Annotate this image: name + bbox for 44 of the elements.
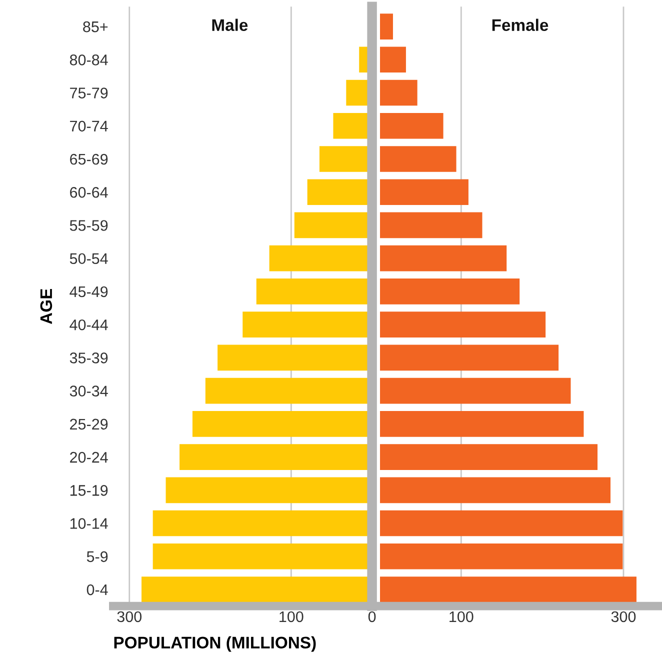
- bar: [380, 179, 468, 206]
- bar: [380, 46, 406, 73]
- y-tick-label: 70-74: [70, 120, 108, 132]
- bar: [380, 112, 444, 139]
- y-tick-label: 10-14: [70, 518, 108, 529]
- y-tick-label: 5-9: [86, 551, 108, 562]
- bar: [380, 80, 418, 106]
- bar: [380, 344, 559, 371]
- y-axis-title: AGE: [40, 288, 52, 324]
- y-tick-label: 75-79: [70, 88, 108, 98]
- text: Female: [492, 18, 548, 32]
- x-tick-label: 100: [280, 611, 304, 622]
- y-tick-label: 85+: [83, 21, 108, 32]
- y-tick-label: 30-34: [70, 386, 108, 396]
- bar: [380, 510, 623, 536]
- bar: [380, 411, 584, 437]
- bar: [380, 245, 507, 272]
- y-tick-label: 25-29: [70, 418, 108, 430]
- y-tick-label: 55-59: [70, 220, 108, 231]
- y-tick-label: 45-49: [70, 286, 108, 298]
- y-tick-label: 65-69: [70, 154, 108, 165]
- bar: [380, 477, 610, 504]
- x-tick-label: 300: [117, 611, 142, 622]
- y-tick-label: 20-24: [70, 452, 108, 463]
- x-tick-label: 100: [450, 611, 474, 622]
- x-tick-label: 300: [611, 611, 636, 622]
- bar: [380, 312, 546, 338]
- bar: [380, 444, 598, 470]
- bar: [380, 146, 456, 172]
- y-tick-label: 80-84: [70, 54, 108, 66]
- bar: [380, 543, 623, 570]
- x-tick-label: 0: [368, 611, 376, 622]
- text: Male: [212, 18, 248, 32]
- y-tick-label: 15-19: [70, 485, 108, 496]
- bar: [380, 278, 520, 304]
- y-tick-label: 35-39: [70, 352, 108, 364]
- bar: [380, 378, 571, 404]
- y-tick-label: 50-54: [70, 253, 108, 264]
- x-axis-title: POPULATION (MILLIONS): [114, 636, 316, 652]
- y-tick-label: 60-64: [70, 186, 108, 198]
- y-tick-label: 40-44: [70, 319, 108, 330]
- bar: [380, 14, 393, 40]
- bar: [380, 212, 482, 238]
- y-tick-label: 0-4: [86, 584, 108, 596]
